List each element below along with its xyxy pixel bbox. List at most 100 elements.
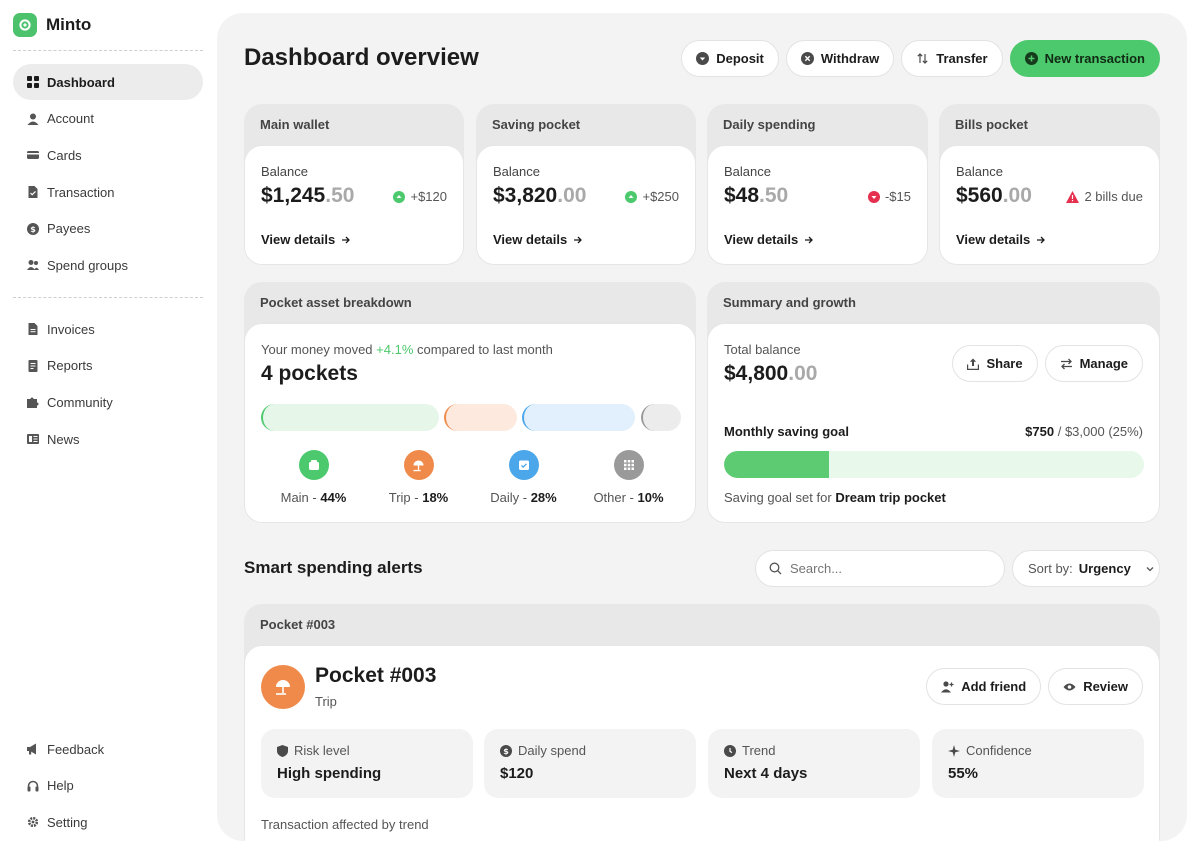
add-friend-button[interactable]: Add friend <box>926 668 1042 705</box>
minto-logo-icon <box>13 13 37 37</box>
sidebar-item-cards[interactable]: Cards <box>13 137 203 173</box>
pocket-legend-label: Trip - 18% <box>389 490 449 505</box>
pocket-legend-item-main[interactable]: Main - 44% <box>261 450 366 505</box>
eye-icon <box>1063 683 1076 690</box>
header-actions: Deposit Withdraw Transfer New transactio… <box>681 40 1160 77</box>
summary-growth-title: Summary and growth <box>723 295 856 310</box>
sidebar-item-dashboard[interactable]: Dashboard <box>13 64 203 100</box>
pocket-share-segment-other <box>640 404 681 431</box>
stat-confidence: Confidence 55% <box>932 729 1144 798</box>
withdraw-button[interactable]: Withdraw <box>785 40 895 77</box>
sidebar-divider <box>13 50 203 51</box>
pocket-percent: 28% <box>530 490 557 505</box>
goal-current: $750 <box>1025 424 1055 439</box>
sidebar-item-account[interactable]: Account <box>13 101 203 137</box>
pocket-count: 4 pockets <box>261 362 358 385</box>
goal-note-pocket: Dream trip pocket <box>835 490 946 505</box>
balance-int: $560 <box>956 184 1003 207</box>
brand[interactable]: Minto <box>13 13 91 37</box>
sidebar-item-spend-groups[interactable]: Spend groups <box>13 247 203 283</box>
view-details-link[interactable]: View details <box>261 232 351 247</box>
app-name: Minto <box>46 15 92 34</box>
beach-icon <box>403 450 434 480</box>
pocket-legend-label: Other - 10% <box>593 490 663 505</box>
alert-card-body: Pocket #003 Trip Add friend Review Risk … <box>244 645 1160 841</box>
pocket-percent: 18% <box>422 490 449 505</box>
total-balance-label: Total balance <box>724 342 801 357</box>
sidebar-item-reports[interactable]: Reports <box>13 348 203 384</box>
change-text: -$15 <box>884 189 911 204</box>
sidebar-item-transaction[interactable]: Transaction <box>13 174 203 210</box>
total-dec: .00 <box>788 362 818 385</box>
review-button[interactable]: Review <box>1048 668 1143 705</box>
change-text: +$120 <box>410 189 447 204</box>
wallet-card-daily: Daily spending Balance $48.50 -$15 View … <box>707 104 928 265</box>
sidebar-item-label: Reports <box>47 358 93 374</box>
pocket-legend-item-other[interactable]: Other - 10% <box>576 450 681 505</box>
sort-dropdown[interactable]: Sort by: Urgency <box>1012 550 1160 587</box>
moved-pre: Your money moved <box>261 342 373 357</box>
sidebar-nav-bottom: Feedback Help Setting <box>13 731 203 841</box>
pocket-name: Trip - <box>388 490 423 505</box>
stat-label: Risk level <box>294 743 350 758</box>
pocket-percent: 44% <box>320 490 347 505</box>
new-transaction-button[interactable]: New transaction <box>1009 40 1160 77</box>
search-input[interactable] <box>790 561 980 576</box>
stat-label-row: Risk level <box>277 743 350 758</box>
arrow-down-circle-icon <box>867 190 880 203</box>
pocket-legend-item-trip[interactable]: Trip - 18% <box>366 450 471 505</box>
pocket-breakdown-body: Your money moved +4.1% compared to last … <box>244 323 696 523</box>
pocket-name: Daily - <box>490 490 531 505</box>
wallet-card-title: Bills pocket <box>955 117 1028 132</box>
pocket-legend-item-daily[interactable]: Daily - 28% <box>471 450 576 505</box>
sidebar-item-label: Cards <box>47 147 82 163</box>
goal-note-pre: Saving goal set for <box>724 490 832 505</box>
wallet-card-body: Balance $1,245.50 +$120 View details <box>244 145 464 265</box>
balance-int: $1,245 <box>261 184 326 207</box>
bills-due-warning: 2 bills due <box>1066 189 1143 204</box>
arrow-up-circle-icon <box>625 190 638 203</box>
view-details-label: View details <box>261 232 336 247</box>
balance-label: Balance <box>493 164 540 179</box>
goal-rest: / $3,000 (25%) <box>1057 424 1143 439</box>
shield-icon <box>277 744 288 757</box>
stat-label-row: $ Daily spend <box>500 743 586 758</box>
withdraw-label: Withdraw <box>820 51 880 66</box>
view-details-link[interactable]: View details <box>724 232 814 247</box>
wallet-card-saving: Saving pocket Balance $3,820.00 +$250 Vi… <box>476 104 696 265</box>
sidebar-item-news[interactable]: News <box>13 421 203 457</box>
transfer-button[interactable]: Transfer <box>901 40 1003 77</box>
sidebar-item-help[interactable]: Help <box>13 768 203 804</box>
sidebar-item-feedback[interactable]: Feedback <box>13 731 203 767</box>
alert-actions: Add friend Review <box>926 668 1143 705</box>
swap-vertical-icon <box>917 53 928 64</box>
close-circle-icon <box>800 52 814 65</box>
sidebar-item-invoices[interactable]: Invoices <box>13 311 203 347</box>
users-icon <box>27 260 39 271</box>
sidebar-item-community[interactable]: Community <box>13 384 203 420</box>
moved-percent: +4.1% <box>376 342 414 357</box>
deposit-label: Deposit <box>716 51 764 66</box>
view-details-link[interactable]: View details <box>956 232 1046 247</box>
page-title: Dashboard overview <box>244 44 479 71</box>
wallet-card-body: Balance $48.50 -$15 View details <box>707 145 928 265</box>
transfer-arrows-icon <box>1060 358 1072 369</box>
file-icon <box>28 186 38 199</box>
stat-label: Confidence <box>966 743 1032 758</box>
sidebar-item-setting[interactable]: Setting <box>13 804 203 840</box>
moved-post: compared to last month <box>417 342 553 357</box>
sidebar-item-label: Setting <box>47 814 88 830</box>
sidebar-item-label: Feedback <box>47 741 105 757</box>
share-button[interactable]: Share <box>952 345 1038 382</box>
total-int: $4,800 <box>724 362 789 385</box>
sidebar-item-payees[interactable]: $ Payees <box>13 211 203 247</box>
view-details-link[interactable]: View details <box>493 232 583 247</box>
sidebar-item-label: Dashboard <box>47 74 115 90</box>
deposit-button[interactable]: Deposit <box>681 40 779 77</box>
arrow-down-circle-icon <box>696 52 710 65</box>
balance-int: $48 <box>724 184 760 207</box>
affected-transactions-label: Transaction affected by trend <box>261 817 429 832</box>
transfer-label: Transfer <box>936 51 988 66</box>
manage-button[interactable]: Manage <box>1044 345 1143 382</box>
stat-value: High spending <box>277 765 382 782</box>
